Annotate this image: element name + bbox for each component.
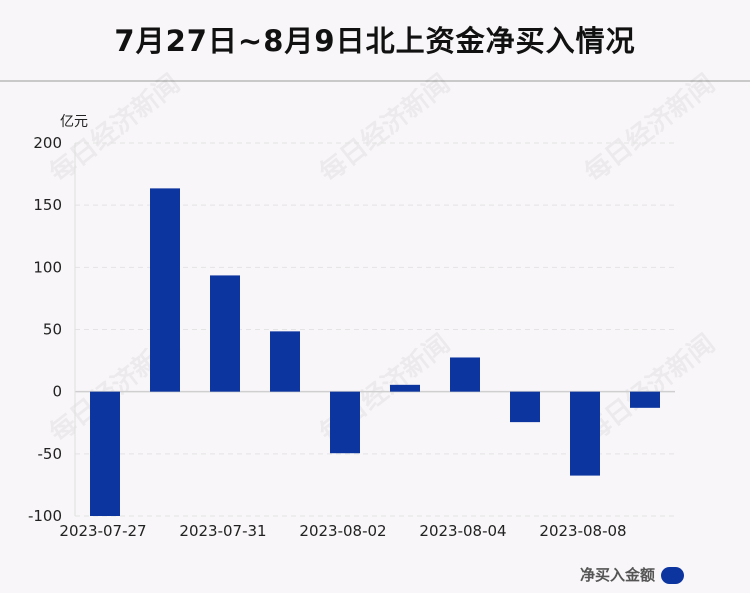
y-tick-label: -50 (38, 445, 63, 463)
bar-2023-07-31 (210, 275, 240, 392)
y-tick-label: 0 (52, 383, 62, 401)
title-divider (0, 80, 750, 82)
x-tick-label: 2023-07-27 (59, 522, 146, 540)
bar-2023-08-02 (330, 391, 360, 454)
bar-2023-08-03 (390, 384, 420, 392)
y-tick-label: 100 (33, 258, 62, 276)
x-tick-label: 2023-08-08 (539, 522, 626, 540)
y-axis-unit: 亿元 (60, 114, 88, 130)
y-tick-label: 200 (33, 134, 62, 152)
y-tick-label: -100 (28, 507, 62, 525)
bar-2023-08-09 (630, 391, 660, 408)
watermark-text: 每日经济新闻 (314, 68, 456, 188)
x-tick-label: 2023-08-04 (419, 522, 506, 540)
bars (90, 188, 660, 516)
watermark-text: 每日经济新闻 (579, 68, 721, 188)
x-tick-label: 2023-08-02 (299, 522, 386, 540)
bar-2023-08-01 (270, 331, 300, 392)
y-tick-label: 50 (43, 321, 62, 339)
bar-2023-07-28 (150, 188, 180, 392)
bar-2023-07-27 (90, 391, 120, 516)
y-tick-labels: 200 150 100 50 0 -50 -100 (28, 134, 62, 525)
watermark-text: 每日经济新闻 (579, 328, 721, 448)
legend-label: 净买入金额 (580, 566, 655, 584)
bar-2023-08-07 (510, 391, 540, 423)
legend-swatch (661, 567, 684, 584)
x-tick-labels: 2023-07-27 2023-07-31 2023-08-02 2023-08-04… (59, 522, 626, 540)
bar-2023-08-08 (570, 391, 600, 476)
legend: 净买入金额 (580, 566, 684, 584)
x-tick-label: 2023-07-31 (179, 522, 266, 540)
bar-2023-08-04 (450, 357, 480, 392)
chart-title: 7月27日~8月9日北上资金净买入情况 (114, 24, 636, 58)
y-tick-label: 150 (33, 196, 62, 214)
